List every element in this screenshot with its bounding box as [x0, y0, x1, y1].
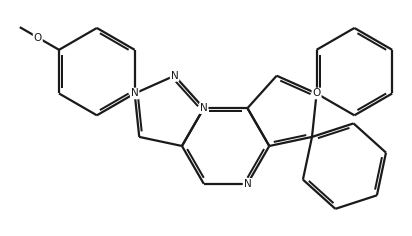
Text: N: N	[131, 88, 138, 98]
Text: O: O	[312, 88, 321, 98]
Text: N: N	[243, 179, 251, 189]
Text: O: O	[34, 33, 42, 42]
Text: N: N	[200, 103, 208, 113]
Text: N: N	[171, 71, 178, 81]
